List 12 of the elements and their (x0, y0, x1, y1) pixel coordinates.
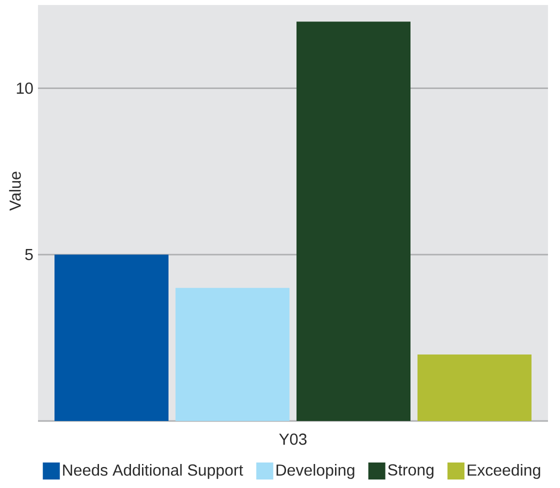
legend-label: Needs Additional Support (63, 464, 244, 479)
bar (418, 354, 532, 421)
legend-label: Developing (276, 464, 354, 479)
y-tick-label: 10 (16, 82, 33, 94)
bar (54, 254, 168, 421)
y-axis-title: Value (9, 172, 21, 211)
legend-label: Strong (388, 464, 434, 479)
bar (176, 288, 290, 421)
bar (296, 22, 410, 421)
legend-label: Exceeding (468, 464, 540, 479)
x-tick-label: Y03 (279, 434, 307, 445)
y-tick-label: 5 (25, 249, 33, 260)
